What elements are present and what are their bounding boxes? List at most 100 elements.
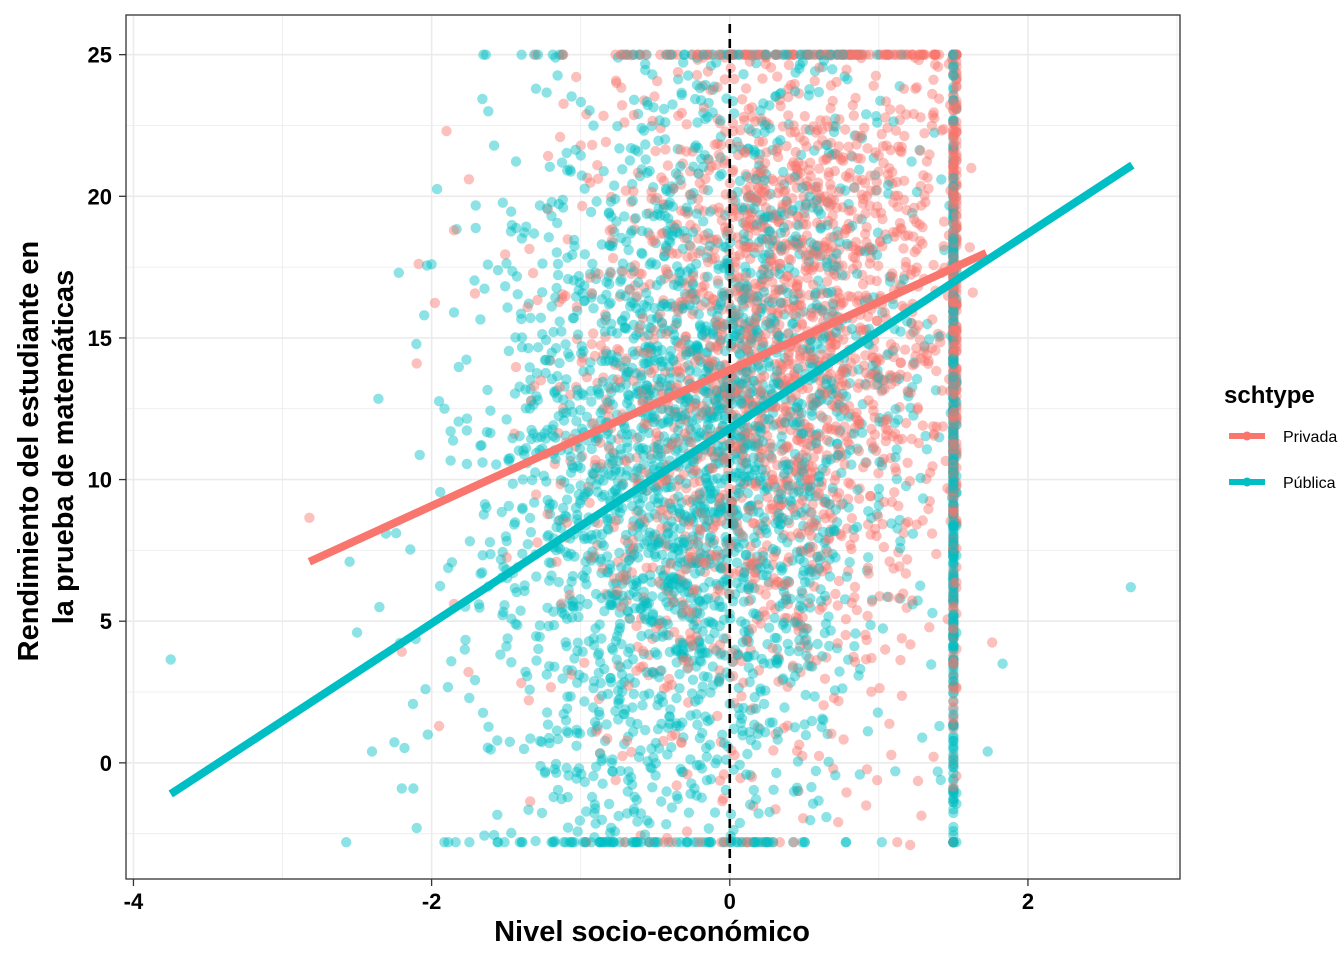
point-privada	[788, 49, 800, 60]
point-privada	[909, 246, 920, 258]
point-publica	[695, 95, 707, 106]
point-publica	[929, 127, 940, 138]
point-publica	[655, 579, 667, 590]
point-publica	[434, 580, 446, 592]
point-publica	[607, 240, 618, 252]
point-privada	[629, 224, 640, 235]
point-privada	[757, 444, 768, 455]
point-privada	[895, 104, 906, 115]
point-publica	[682, 70, 694, 81]
point-privada	[648, 325, 660, 336]
point-privada	[660, 328, 672, 339]
point-privada	[710, 591, 721, 603]
point-publica	[683, 360, 694, 371]
point-publica	[504, 736, 515, 747]
point-privada	[673, 511, 684, 523]
point-publica	[738, 702, 749, 714]
point-publica	[781, 195, 792, 207]
point-privada	[901, 371, 913, 382]
point-publica	[675, 837, 687, 848]
point-publica	[562, 822, 574, 833]
point-privada	[656, 228, 667, 239]
point-publica	[713, 390, 725, 402]
point-publica	[566, 91, 577, 102]
point-publica	[657, 591, 668, 602]
point-publica	[640, 595, 651, 606]
point-publica	[665, 498, 676, 509]
point-publica	[627, 346, 639, 357]
point-privada	[964, 242, 975, 253]
point-privada	[717, 796, 728, 807]
point-publica	[590, 761, 602, 772]
point-publica	[671, 790, 682, 801]
point-publica	[537, 258, 548, 269]
point-privada	[768, 474, 779, 485]
point-privada	[660, 264, 672, 275]
point-publica	[778, 617, 790, 628]
point-publica	[651, 313, 663, 324]
point-publica	[632, 816, 643, 827]
point-privada	[948, 373, 959, 385]
point-publica	[632, 108, 644, 120]
point-privada	[829, 165, 840, 177]
point-privada	[672, 49, 683, 60]
point-publica	[523, 298, 534, 309]
point-publica	[561, 147, 572, 159]
point-publica	[517, 474, 529, 485]
point-privada	[772, 240, 784, 251]
point-privada	[814, 49, 826, 60]
point-publica	[691, 208, 702, 219]
point-publica	[757, 253, 768, 264]
point-privada	[800, 124, 811, 135]
point-privada	[872, 775, 883, 786]
point-publica	[650, 237, 661, 249]
point-privada	[768, 745, 779, 756]
point-privada	[820, 535, 831, 546]
point-publica	[582, 487, 593, 498]
point-publica	[767, 717, 778, 728]
point-publica	[741, 280, 753, 292]
point-privada	[951, 74, 962, 85]
point-publica	[616, 669, 628, 680]
point-publica	[660, 117, 671, 128]
point-publica	[477, 93, 488, 105]
point-publica	[800, 730, 812, 741]
point-privada	[691, 69, 703, 81]
point-publica	[653, 743, 665, 754]
point-publica	[742, 748, 753, 760]
point-privada	[846, 513, 858, 524]
point-publica	[631, 381, 643, 392]
point-publica	[739, 284, 750, 295]
point-publica	[665, 704, 676, 715]
point-privada	[917, 238, 928, 249]
point-publica	[764, 717, 775, 728]
point-privada	[910, 351, 921, 362]
point-publica	[655, 533, 667, 544]
point-publica	[506, 613, 517, 624]
point-publica	[663, 199, 674, 211]
point-publica	[742, 192, 754, 203]
point-privada	[948, 187, 959, 198]
point-privada	[775, 371, 787, 382]
point-publica	[478, 49, 489, 60]
point-publica	[870, 170, 881, 181]
point-publica	[586, 726, 598, 738]
point-publica	[687, 288, 698, 299]
point-publica	[708, 325, 719, 336]
point-privada	[783, 208, 794, 219]
point-publica	[740, 471, 751, 483]
point-privada	[641, 388, 653, 399]
point-privada	[758, 337, 769, 349]
point-publica	[344, 556, 355, 567]
point-privada	[764, 503, 776, 515]
point-publica	[711, 578, 722, 590]
point-privada	[758, 264, 770, 275]
point-publica	[637, 492, 648, 504]
point-publica	[772, 726, 784, 737]
point-publica	[769, 372, 781, 383]
point-privada	[915, 49, 927, 60]
point-publica	[596, 690, 607, 701]
point-privada	[600, 309, 611, 320]
point-privada	[948, 89, 959, 101]
point-privada	[948, 594, 959, 605]
